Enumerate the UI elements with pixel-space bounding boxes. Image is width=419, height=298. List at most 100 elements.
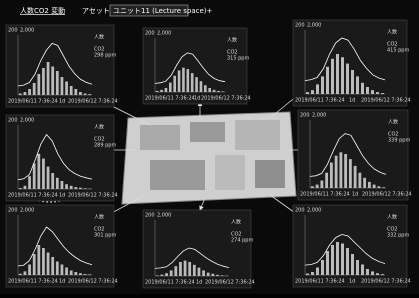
start-date: 2019/06/11 7:36:24 [145, 280, 195, 286]
people-bar [156, 275, 159, 276]
people-bar [65, 184, 68, 189]
people-bar [363, 178, 366, 188]
start-date: 2019/06/11 7:36:24 [145, 96, 195, 102]
people-bar [70, 186, 73, 189]
people-bar [316, 84, 319, 94]
people-bar [51, 67, 54, 96]
metric-select[interactable]: 人数CO2 変動 [20, 6, 65, 15]
people-bar [344, 154, 347, 188]
people-bar [331, 59, 334, 94]
start-date: 2019/06/11 7:36:24 [8, 279, 58, 285]
y-max-label: 200 [295, 23, 305, 29]
asset-label: アセット: [82, 7, 112, 15]
people-bar [47, 253, 50, 276]
people-bar [326, 67, 329, 94]
people-bar [61, 181, 64, 189]
people-bar [19, 274, 22, 275]
people-bar [19, 188, 22, 189]
people-bar [79, 188, 82, 189]
people-bar [37, 245, 40, 275]
people-bar [33, 254, 36, 275]
people-bar [65, 82, 68, 96]
y2-max-label: 2,000 [312, 113, 326, 119]
people-bar [187, 69, 190, 92]
people-bar [346, 64, 349, 94]
people-bar [311, 90, 314, 94]
step-label: 1d [196, 280, 202, 286]
people-bar [330, 163, 333, 189]
step-label: 1d [349, 98, 355, 104]
people-bar [371, 90, 374, 94]
people-bar [351, 254, 354, 275]
people-label: 人数 [387, 214, 397, 221]
people-bar [366, 269, 369, 275]
people-bar [306, 92, 309, 94]
people-bar [70, 86, 73, 95]
people-bar [42, 159, 45, 189]
people-bar [371, 271, 374, 275]
y2-max-label: 2,000 [307, 208, 321, 214]
step-label: 1d [194, 96, 200, 102]
people-bar [56, 178, 59, 189]
people-bar [351, 70, 354, 94]
people-bar [336, 54, 339, 94]
people-bar [47, 62, 50, 95]
people-bar [216, 275, 219, 276]
people-bar [222, 91, 225, 92]
y-max-label: 200 [8, 208, 18, 214]
step-label: 1d [349, 279, 355, 285]
people-bar [191, 73, 194, 92]
end-date: 2019/06/12 7:36:24 [68, 193, 118, 199]
end-date: 2019/06/12 7:36:24 [361, 98, 411, 104]
people-bar [336, 242, 339, 275]
people-bar [325, 173, 328, 188]
people-bar [341, 244, 344, 276]
people-bar [316, 268, 319, 276]
end-date: 2019/06/12 7:36:24 [205, 280, 255, 286]
co2-reading: 339 ppm [388, 138, 410, 144]
people-bar [198, 268, 201, 276]
people-bar [56, 262, 59, 276]
end-date: 2019/06/12 7:36:24 [68, 279, 118, 285]
people-bar [316, 185, 319, 188]
people-bar [70, 271, 73, 276]
people-bar [28, 265, 31, 276]
people-bar [221, 275, 224, 276]
people-bar [208, 88, 211, 92]
y-max-label: 200 [145, 31, 155, 37]
people-bar [173, 76, 176, 92]
people-bar [88, 274, 91, 275]
people-bar [200, 81, 203, 92]
people-bar [381, 274, 384, 275]
people-bar [42, 248, 45, 275]
people-bar [174, 266, 177, 276]
people-bar [217, 91, 220, 92]
co2-reading: 289 ppm [94, 143, 116, 149]
people-bar [42, 68, 45, 95]
end-date: 2019/06/12 7:36:24 [201, 96, 251, 102]
people-bar [182, 68, 185, 92]
people-bar [88, 94, 91, 95]
people-bar [377, 186, 380, 188]
people-bar [184, 261, 187, 276]
people-bar [33, 163, 36, 189]
people-label: 人数 [387, 29, 397, 36]
people-bar [33, 83, 36, 95]
people-bar [320, 181, 323, 188]
start-date: 2019/06/11 7:36:24 [295, 279, 345, 285]
end-date: 2019/06/12 7:36:24 [68, 99, 118, 105]
people-bar [84, 274, 87, 275]
screen: 人数CO2 変動 アセット: ユニット11 (Lecture space)+ 2… [0, 0, 419, 294]
y2-max-label: 2,000 [20, 28, 34, 34]
people-bar [19, 94, 22, 96]
people-bar [339, 152, 342, 188]
people-bar [373, 185, 376, 188]
step-label: 1d [59, 99, 65, 105]
people-bar [47, 167, 50, 189]
people-bar [361, 265, 364, 276]
people-bar [51, 173, 54, 189]
end-date: 2019/06/12 7:36:24 [362, 192, 412, 198]
people-label: 人数 [94, 124, 104, 131]
people-bar [74, 272, 77, 275]
people-bar [207, 273, 210, 276]
